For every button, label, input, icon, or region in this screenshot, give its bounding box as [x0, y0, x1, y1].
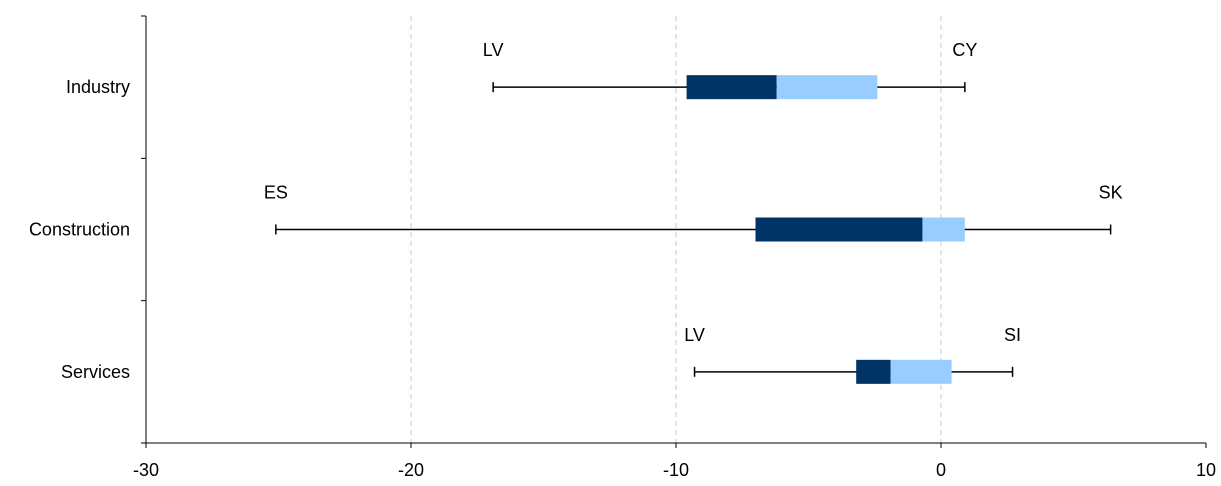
category-label-construction: Construction: [29, 220, 130, 240]
industry-max-label: CY: [952, 40, 977, 60]
category-label-services: Services: [61, 362, 130, 382]
services-max-label: SI: [1004, 325, 1021, 345]
construction-min-label: ES: [264, 183, 288, 203]
industry-upper-box: [776, 75, 878, 100]
category-label-industry: Industry: [66, 77, 130, 97]
x-tick-label-4: 10: [1196, 460, 1216, 480]
construction-max-label: SK: [1099, 183, 1123, 203]
services-lower-box: [856, 359, 891, 384]
x-tick-label-0: -30: [133, 460, 159, 480]
industry-lower-box: [686, 75, 777, 100]
x-tick-label-1: -20: [398, 460, 424, 480]
services-upper-box: [890, 359, 952, 384]
x-tick-label-2: -10: [663, 460, 689, 480]
construction-lower-box: [755, 217, 923, 242]
x-tick-label-3: 0: [936, 460, 946, 480]
industry-min-label: LV: [483, 40, 504, 60]
services-min-label: LV: [684, 325, 705, 345]
construction-upper-box: [922, 217, 965, 242]
